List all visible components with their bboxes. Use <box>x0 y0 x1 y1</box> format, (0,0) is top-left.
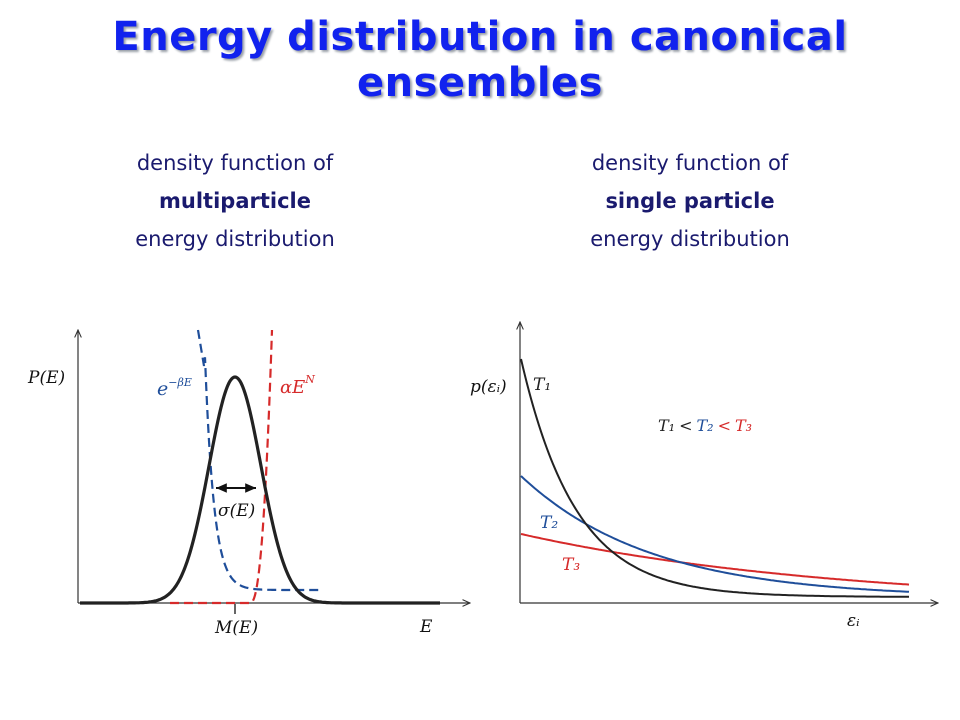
x-axis-label: E <box>419 617 433 637</box>
caption-multiparticle: density function of multiparticle energy… <box>75 144 395 258</box>
curve-t3 <box>520 533 910 586</box>
curve-t1-label: T₁ <box>533 375 551 395</box>
gaussian-curve <box>80 375 440 605</box>
caption-line: energy distribution <box>590 227 790 251</box>
mean-label: M(E) <box>214 618 258 638</box>
exp-decay-curve <box>196 329 320 592</box>
curve-t3-label: T₃ <box>562 555 580 575</box>
y-axis-label: p(εᵢ) <box>470 377 507 397</box>
power-growth-curve <box>170 329 274 605</box>
right-plot: p(εᵢ) εᵢ T₁ T₂ T₃ T₁ < T₂ < T₃ <box>470 322 938 631</box>
caption-single-particle: density function of single particle ener… <box>530 144 850 258</box>
curve-t2-label: T₂ <box>540 513 558 533</box>
x-axis-label: εᵢ <box>847 611 860 631</box>
power-label: αEN <box>280 373 315 398</box>
caption-emphasis: multiparticle <box>159 189 311 213</box>
page-title: Energy distribution in canonical ensembl… <box>112 14 848 106</box>
curve-t1 <box>520 358 909 598</box>
left-plot: P(E) E M(E) σ(E) e−βE αEN <box>27 330 470 638</box>
temperature-relation: T₁ < T₂ < T₃ <box>658 416 752 435</box>
caption-line: energy distribution <box>135 227 335 251</box>
caption-line: density function of <box>591 151 789 175</box>
caption-line: density function of <box>136 151 334 175</box>
y-axis-label: P(E) <box>27 368 65 388</box>
caption-emphasis: single particle <box>605 189 775 213</box>
exp-label: e−βE <box>157 376 192 400</box>
width-label: σ(E) <box>218 501 255 521</box>
